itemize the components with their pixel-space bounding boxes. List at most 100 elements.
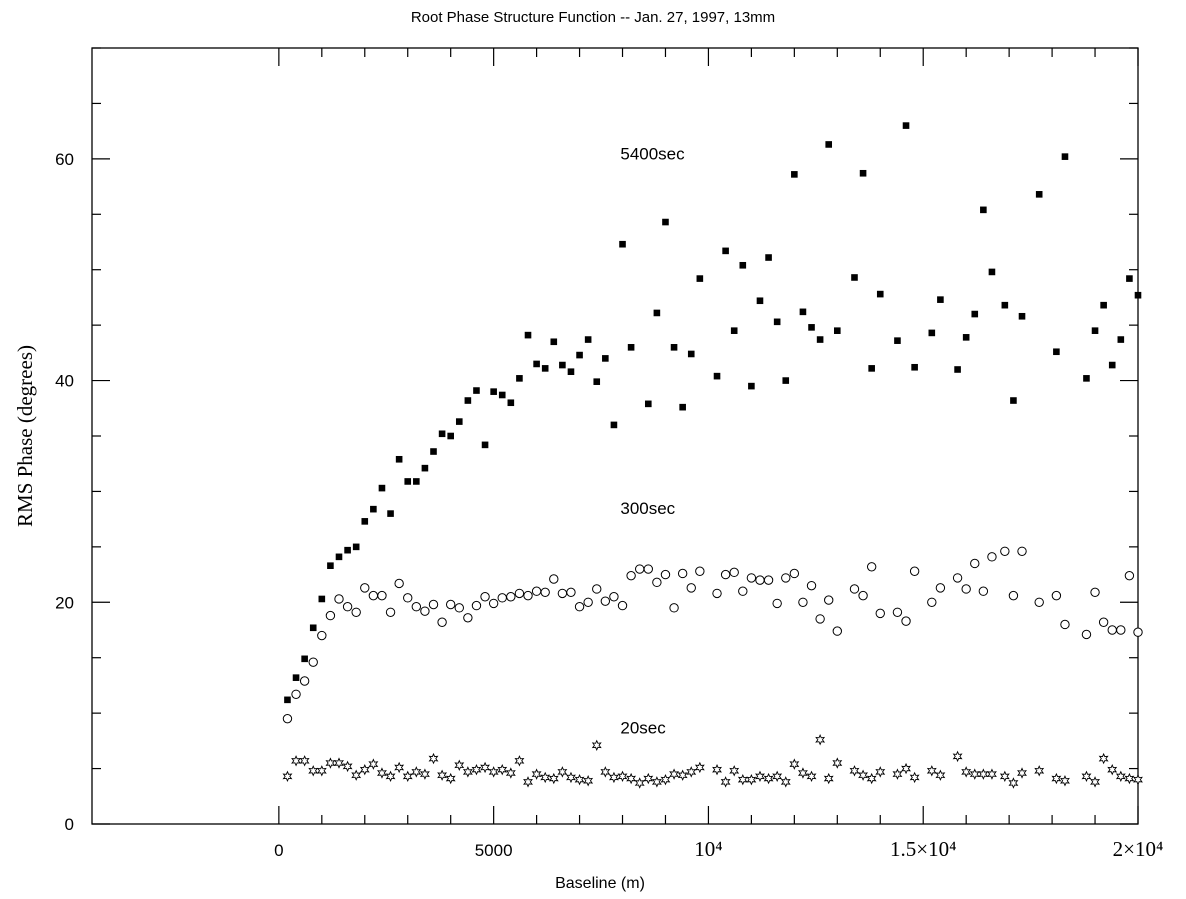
data-point xyxy=(772,598,782,609)
x-tick-label: 0 xyxy=(274,841,283,860)
data-point xyxy=(1000,546,1010,556)
data-point xyxy=(978,586,989,596)
data-point xyxy=(617,600,628,611)
data-point xyxy=(377,767,387,779)
data-point xyxy=(961,584,971,594)
data-point xyxy=(549,574,559,584)
data-point xyxy=(780,776,791,788)
data-point xyxy=(928,329,936,337)
data-point xyxy=(926,765,937,777)
data-point xyxy=(1115,770,1126,783)
data-point xyxy=(694,761,705,774)
data-point xyxy=(299,755,310,767)
data-point xyxy=(557,588,568,599)
data-point xyxy=(351,607,361,617)
data-point xyxy=(799,308,807,316)
data-point xyxy=(292,674,300,681)
data-point xyxy=(481,441,489,449)
data-point xyxy=(395,455,403,463)
data-point xyxy=(669,603,679,613)
data-point xyxy=(832,757,843,769)
data-point xyxy=(309,624,317,632)
data-point xyxy=(566,771,576,784)
data-point xyxy=(413,478,420,485)
data-point xyxy=(445,599,456,610)
data-point xyxy=(1134,291,1142,299)
data-point xyxy=(437,769,448,781)
series-300sec xyxy=(282,546,1143,724)
data-point xyxy=(859,169,867,177)
data-point xyxy=(712,763,722,776)
data-point xyxy=(592,584,602,594)
data-point xyxy=(1061,153,1069,160)
data-point xyxy=(541,365,549,372)
data-point xyxy=(1100,301,1107,309)
data-point xyxy=(720,569,731,580)
data-point xyxy=(876,290,884,298)
data-point xyxy=(737,773,748,786)
data-point xyxy=(463,613,473,623)
data-point xyxy=(308,657,318,667)
data-point xyxy=(755,770,765,783)
chart-title: Root Phase Structure Function -- Jan. 27… xyxy=(411,9,775,26)
data-point xyxy=(695,566,705,576)
series-layer xyxy=(282,122,1143,789)
data-point xyxy=(617,770,628,783)
data-point xyxy=(643,564,653,574)
data-point xyxy=(986,768,997,780)
series-5400sec xyxy=(284,122,1142,704)
data-point xyxy=(652,577,662,588)
series-labels: 5400sec 300sec 20sec xyxy=(620,144,685,737)
data-point xyxy=(806,580,817,591)
data-point xyxy=(927,597,937,607)
data-point xyxy=(342,602,353,612)
data-point xyxy=(970,558,980,569)
data-point xyxy=(1124,772,1135,785)
data-point xyxy=(490,388,497,395)
data-point xyxy=(729,567,739,578)
data-point xyxy=(574,602,585,612)
data-point xyxy=(1017,767,1027,779)
data-point xyxy=(566,587,576,598)
y-tick-labels: 0 20 40 60 xyxy=(55,150,74,834)
data-point xyxy=(1107,625,1117,635)
data-point xyxy=(781,573,791,583)
data-point xyxy=(368,758,379,770)
data-point xyxy=(454,603,464,613)
data-point xyxy=(653,309,661,317)
data-point xyxy=(679,403,686,411)
data-point xyxy=(282,770,293,783)
data-point xyxy=(980,206,987,214)
data-point xyxy=(825,141,833,148)
data-point xyxy=(334,594,344,604)
data-point xyxy=(746,573,757,583)
data-point xyxy=(686,583,696,593)
data-point xyxy=(911,363,918,371)
data-point xyxy=(849,584,860,594)
data-point xyxy=(1124,570,1135,581)
data-point xyxy=(1034,597,1044,607)
data-point xyxy=(523,776,533,788)
data-point xyxy=(660,569,671,580)
y-tick-label: 0 xyxy=(65,815,74,834)
data-point xyxy=(316,765,327,777)
data-point xyxy=(574,773,585,786)
data-point xyxy=(797,767,808,779)
data-point xyxy=(360,583,370,593)
data-point xyxy=(602,355,609,362)
data-point xyxy=(318,595,326,603)
x-tick-label: 10⁴ xyxy=(694,837,722,861)
axis-ticks xyxy=(92,47,1139,825)
data-point xyxy=(419,768,430,780)
data-point xyxy=(851,274,858,281)
data-point xyxy=(935,769,946,781)
data-point xyxy=(763,575,774,585)
data-point xyxy=(815,614,825,624)
data-point xyxy=(445,772,456,785)
data-point xyxy=(962,334,970,341)
data-point xyxy=(1081,629,1092,640)
data-point xyxy=(334,757,344,769)
data-point xyxy=(763,772,774,785)
plot-frame xyxy=(91,47,1139,825)
data-point xyxy=(394,761,405,774)
